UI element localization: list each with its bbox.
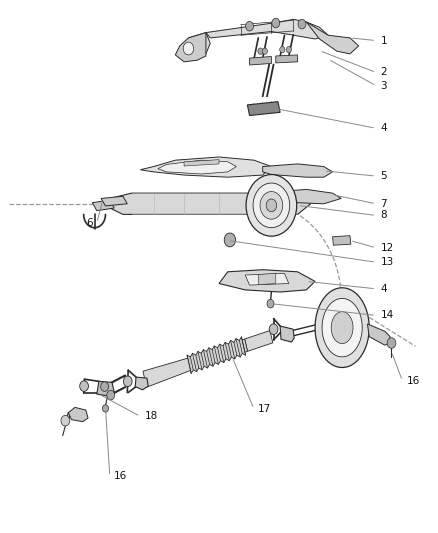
Polygon shape bbox=[306, 22, 359, 54]
Text: 14: 14 bbox=[381, 310, 394, 320]
Circle shape bbox=[102, 405, 109, 412]
Circle shape bbox=[280, 46, 285, 53]
Circle shape bbox=[266, 199, 277, 212]
Text: 8: 8 bbox=[381, 211, 387, 221]
Polygon shape bbox=[188, 33, 210, 56]
Circle shape bbox=[260, 191, 283, 219]
Text: 5: 5 bbox=[381, 171, 387, 181]
Polygon shape bbox=[106, 193, 311, 214]
Circle shape bbox=[272, 18, 280, 28]
Polygon shape bbox=[175, 33, 206, 62]
Text: 12: 12 bbox=[381, 243, 394, 253]
Circle shape bbox=[246, 21, 254, 31]
Text: 17: 17 bbox=[258, 404, 272, 414]
Circle shape bbox=[246, 174, 297, 236]
Circle shape bbox=[224, 233, 236, 247]
Polygon shape bbox=[68, 407, 88, 422]
Polygon shape bbox=[332, 236, 351, 245]
Polygon shape bbox=[187, 337, 246, 374]
Circle shape bbox=[253, 183, 290, 228]
Polygon shape bbox=[92, 200, 114, 211]
Circle shape bbox=[267, 300, 274, 308]
Text: 18: 18 bbox=[145, 411, 158, 422]
Circle shape bbox=[80, 381, 88, 391]
Text: 16: 16 bbox=[407, 376, 420, 386]
Circle shape bbox=[286, 46, 291, 53]
Circle shape bbox=[258, 48, 263, 54]
Circle shape bbox=[61, 415, 70, 426]
Circle shape bbox=[269, 324, 278, 335]
Text: 4: 4 bbox=[381, 284, 387, 294]
Text: 16: 16 bbox=[114, 472, 127, 481]
Polygon shape bbox=[280, 326, 294, 342]
Polygon shape bbox=[101, 196, 127, 206]
Circle shape bbox=[101, 382, 109, 391]
Polygon shape bbox=[250, 56, 272, 65]
Text: 6: 6 bbox=[86, 218, 92, 228]
Polygon shape bbox=[258, 273, 276, 285]
Polygon shape bbox=[206, 19, 328, 39]
Text: 13: 13 bbox=[381, 257, 394, 267]
Polygon shape bbox=[247, 102, 280, 116]
Polygon shape bbox=[263, 164, 332, 177]
Polygon shape bbox=[322, 298, 362, 357]
Polygon shape bbox=[367, 324, 390, 345]
Circle shape bbox=[183, 42, 194, 55]
Polygon shape bbox=[141, 157, 272, 177]
Polygon shape bbox=[97, 381, 114, 396]
Circle shape bbox=[387, 338, 396, 349]
Polygon shape bbox=[184, 160, 219, 166]
Circle shape bbox=[262, 48, 268, 54]
Text: 4: 4 bbox=[381, 123, 387, 133]
Polygon shape bbox=[219, 270, 315, 292]
Text: 2: 2 bbox=[381, 68, 387, 77]
Text: 3: 3 bbox=[381, 81, 387, 91]
Circle shape bbox=[298, 19, 306, 29]
Polygon shape bbox=[135, 377, 148, 390]
Circle shape bbox=[107, 390, 115, 400]
Polygon shape bbox=[331, 312, 353, 344]
Polygon shape bbox=[245, 330, 273, 351]
Text: 7: 7 bbox=[381, 199, 387, 209]
Polygon shape bbox=[143, 358, 191, 387]
Polygon shape bbox=[276, 55, 297, 63]
Circle shape bbox=[124, 376, 132, 386]
Polygon shape bbox=[315, 288, 369, 367]
Polygon shape bbox=[272, 189, 341, 204]
Polygon shape bbox=[219, 339, 247, 360]
Polygon shape bbox=[245, 273, 289, 285]
Polygon shape bbox=[158, 160, 237, 174]
Text: 1: 1 bbox=[381, 36, 387, 45]
